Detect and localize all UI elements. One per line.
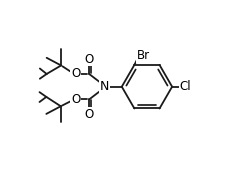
Text: O: O bbox=[71, 67, 80, 80]
Text: O: O bbox=[85, 108, 94, 121]
Text: O: O bbox=[85, 53, 94, 66]
Text: Cl: Cl bbox=[179, 80, 191, 93]
Text: O: O bbox=[71, 93, 80, 106]
Text: Br: Br bbox=[137, 49, 150, 62]
Text: N: N bbox=[100, 80, 109, 93]
